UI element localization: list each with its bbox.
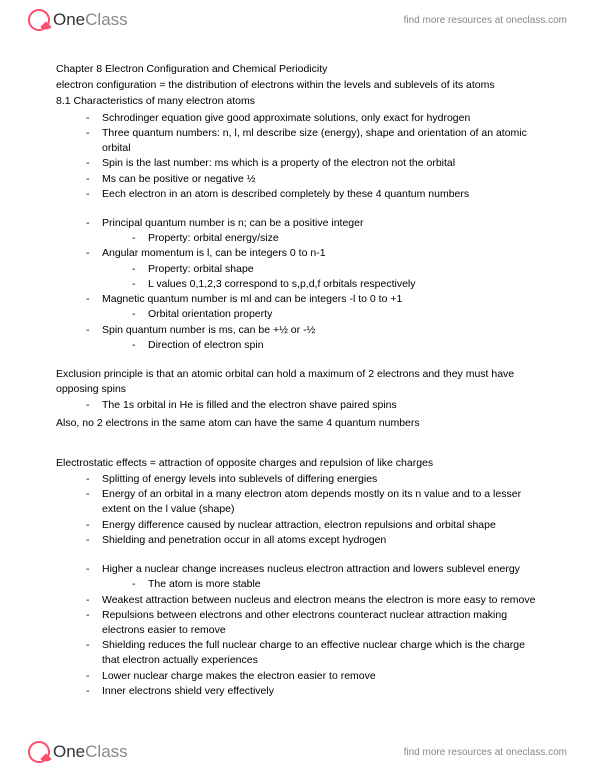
list-item-text: Shielding reduces the full nuclear charg… <box>102 639 525 666</box>
sublist: The atom is more stable <box>102 577 539 592</box>
exclusion-principle-1: Exclusion principle is that an atomic or… <box>56 367 539 397</box>
header: OneClass find more resources at oneclass… <box>0 0 595 38</box>
footer-logo[interactable]: OneClass <box>28 741 128 763</box>
header-tagline[interactable]: find more resources at oneclass.com <box>404 15 567 26</box>
list-item: Spin is the last number: ms which is a p… <box>86 156 539 171</box>
list-item: Ms can be positive or negative ½ <box>86 172 539 187</box>
list-item-text: Eech electron in an atom is described co… <box>102 188 469 200</box>
electrostatic-heading: Electrostatic effects = attraction of op… <box>56 456 539 471</box>
list-item: Lower nuclear charge makes the electron … <box>86 669 539 684</box>
list-block-2: Principal quantum number is n; can be a … <box>56 216 539 353</box>
list-item-text: Angular momentum is l, can be integers 0… <box>102 247 326 259</box>
list-item: Magnetic quantum number is ml and can be… <box>86 292 539 322</box>
list-item-text: Three quantum numbers: n, l, ml describe… <box>102 127 527 154</box>
list-item: Principal quantum number is n; can be a … <box>86 216 539 246</box>
list-item-text: Inner electrons shield very effectively <box>102 685 274 697</box>
list-block-4: Splitting of energy levels into sublevel… <box>56 472 539 548</box>
electron-config-definition: electron configuration = the distributio… <box>56 78 539 93</box>
logo-one: One <box>53 10 85 29</box>
list-item-text: The 1s orbital in He is filled and the e… <box>102 399 397 411</box>
chapter-title: Chapter 8 Electron Configuration and Che… <box>56 62 539 77</box>
list-item: Repulsions between electrons and other e… <box>86 608 539 638</box>
list-item-text: Schrodinger equation give good approxima… <box>102 112 470 124</box>
sublist: Property: orbital energy/size <box>102 231 539 246</box>
sublist: Property: orbital shapeL values 0,1,2,3 … <box>102 262 539 292</box>
list-item: Shielding and penetration occur in all a… <box>86 533 539 548</box>
footer-logo-text: OneClass <box>53 742 128 762</box>
list-item-text: Lower nuclear charge makes the electron … <box>102 670 376 682</box>
list-item-text: Magnetic quantum number is ml and can be… <box>102 293 402 305</box>
footer-tagline[interactable]: find more resources at oneclass.com <box>404 747 567 758</box>
list-item-text: Energy of an orbital in a many electron … <box>102 488 521 515</box>
document-content: Chapter 8 Electron Configuration and Che… <box>0 38 595 711</box>
list-item: The 1s orbital in He is filled and the e… <box>86 398 539 413</box>
logo[interactable]: OneClass <box>28 9 128 31</box>
sublist-item: Orbital orientation property <box>132 307 539 322</box>
list-item: Energy of an orbital in a many electron … <box>86 487 539 517</box>
list-item: Shielding reduces the full nuclear charg… <box>86 638 539 668</box>
sublist: Orbital orientation property <box>102 307 539 322</box>
footer-logo-class: Class <box>85 742 128 761</box>
list-item-text: Repulsions between electrons and other e… <box>102 609 507 636</box>
sublist-item: L values 0,1,2,3 correspond to s,p,d,f o… <box>132 277 539 292</box>
footer-logo-one: One <box>53 742 85 761</box>
footer-logo-icon <box>28 741 50 763</box>
logo-icon <box>28 9 50 31</box>
list-item: Angular momentum is l, can be integers 0… <box>86 246 539 292</box>
list-item: Splitting of energy levels into sublevel… <box>86 472 539 487</box>
footer: OneClass find more resources at oneclass… <box>0 732 595 770</box>
list-item-text: Principal quantum number is n; can be a … <box>102 217 363 229</box>
list-item-text: Spin is the last number: ms which is a p… <box>102 157 455 169</box>
list-item-text: Spin quantum number is ms, can be +½ or … <box>102 324 315 336</box>
logo-text: OneClass <box>53 10 128 30</box>
list-block-1: Schrodinger equation give good approxima… <box>56 111 539 202</box>
list-item: Inner electrons shield very effectively <box>86 684 539 699</box>
list-block-5: Higher a nuclear change increases nucleu… <box>56 562 539 699</box>
list-item: Weakest attraction between nucleus and e… <box>86 593 539 608</box>
list-item-text: Splitting of energy levels into sublevel… <box>102 473 377 485</box>
list-item: Spin quantum number is ms, can be +½ or … <box>86 323 539 353</box>
logo-class: Class <box>85 10 128 29</box>
list-item-text: Ms can be positive or negative ½ <box>102 173 256 185</box>
exclusion-principle-2: Also, no 2 electrons in the same atom ca… <box>56 416 539 431</box>
list-item: Eech electron in an atom is described co… <box>86 187 539 202</box>
list-item-text: Energy difference caused by nuclear attr… <box>102 519 496 531</box>
list-item-text: Shielding and penetration occur in all a… <box>102 534 386 546</box>
list-item: Energy difference caused by nuclear attr… <box>86 518 539 533</box>
list-item-text: Higher a nuclear change increases nucleu… <box>102 563 520 575</box>
list-item: Higher a nuclear change increases nucleu… <box>86 562 539 592</box>
sublist-item: The atom is more stable <box>132 577 539 592</box>
list-item: Three quantum numbers: n, l, ml describe… <box>86 126 539 156</box>
list-block-3: The 1s orbital in He is filled and the e… <box>56 398 539 413</box>
sublist-item: Property: orbital energy/size <box>132 231 539 246</box>
list-item: Schrodinger equation give good approxima… <box>86 111 539 126</box>
sublist: Direction of electron spin <box>102 338 539 353</box>
list-item-text: Weakest attraction between nucleus and e… <box>102 594 535 606</box>
sublist-item: Property: orbital shape <box>132 262 539 277</box>
section-8-1-heading: 8.1 Characteristics of many electron ato… <box>56 94 539 109</box>
sublist-item: Direction of electron spin <box>132 338 539 353</box>
